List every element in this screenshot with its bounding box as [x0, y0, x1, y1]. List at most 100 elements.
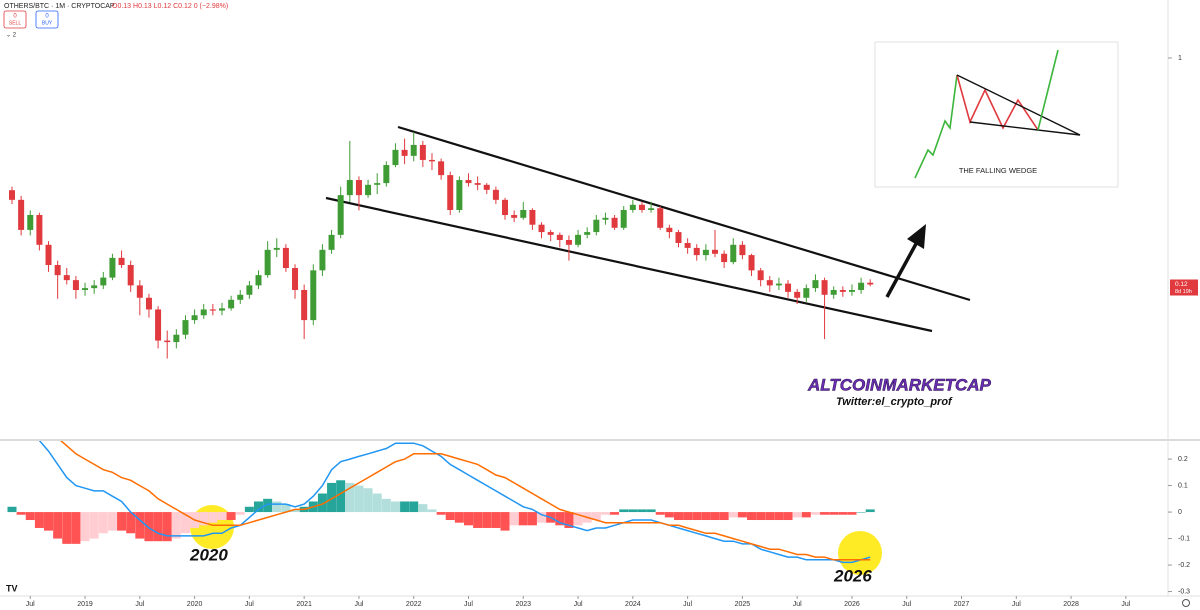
- histogram-bar: [527, 512, 537, 526]
- histogram-bar: [126, 512, 136, 534]
- sell-button[interactable]: 0 SELL: [3, 10, 27, 29]
- histogram-bar: [683, 512, 693, 521]
- candle-body: [136, 285, 143, 298]
- candle-body: [155, 309, 162, 341]
- histogram-bar: [381, 498, 391, 513]
- candle-body: [145, 297, 152, 310]
- x-tick-label: Jul: [245, 601, 254, 608]
- histogram-bar: [7, 506, 17, 513]
- histogram-bar: [482, 512, 492, 528]
- candle-body: [483, 184, 490, 190]
- candle-body: [693, 247, 700, 256]
- sell-label[interactable]: SELL: [9, 20, 21, 26]
- histogram-bar: [436, 512, 446, 515]
- candle-body: [301, 289, 308, 321]
- x-tick-label: 2019: [77, 601, 93, 608]
- buy-count[interactable]: 0: [45, 14, 49, 20]
- candle-body: [538, 224, 545, 233]
- histogram-bar: [281, 504, 291, 513]
- histogram-bar: [783, 512, 793, 521]
- histogram-bar: [80, 512, 90, 542]
- sell-count[interactable]: 0: [13, 14, 17, 20]
- brand-annotation: ALTCOINMARKETCAP: [807, 375, 992, 394]
- histogram-bar: [162, 512, 172, 542]
- highlight-circle: [838, 531, 882, 575]
- histogram-bar: [856, 512, 866, 513]
- buy-label[interactable]: BUY: [42, 20, 53, 26]
- x-tick-label: Jul: [354, 601, 363, 608]
- histogram-bar: [62, 512, 72, 544]
- y-tick-label: -0.3: [1178, 588, 1190, 595]
- candle-body: [456, 180, 463, 210]
- candle-body: [237, 294, 244, 300]
- x-tick-label: 2027: [954, 601, 970, 608]
- histogram-bar: [573, 512, 583, 526]
- candle-body: [593, 219, 600, 233]
- candle-body: [82, 288, 89, 290]
- candle-body: [565, 239, 572, 245]
- y-tick-label: 0.2: [1178, 456, 1188, 463]
- candle-body: [100, 277, 107, 286]
- buy-button-box[interactable]: [35, 10, 59, 29]
- candle-body: [228, 299, 235, 309]
- candle-body: [182, 320, 189, 335]
- candle-body: [520, 209, 527, 218]
- candle-body: [273, 247, 280, 250]
- histogram-bar: [107, 512, 117, 531]
- macd-annotation: 2020: [189, 545, 228, 564]
- candle-body: [858, 282, 865, 290]
- candle-body: [410, 144, 417, 156]
- x-tick-label: Jul: [574, 601, 583, 608]
- histogram-bar: [317, 493, 327, 513]
- histogram-bar: [765, 512, 775, 521]
- candle-body: [794, 291, 801, 298]
- histogram-bar: [363, 488, 373, 513]
- candle-body: [118, 257, 125, 266]
- candle-body: [27, 214, 34, 230]
- histogram-bar: [135, 512, 145, 539]
- candle-body: [830, 289, 837, 295]
- histogram-bar: [427, 509, 437, 513]
- falling-wedge-inset: THE FALLING WEDGE: [874, 41, 1119, 188]
- histogram-bar: [71, 512, 81, 544]
- tv-logo: TV: [6, 583, 18, 593]
- histogram-bar: [619, 509, 629, 513]
- x-tick-label: 2028: [1063, 601, 1079, 608]
- histogram-bar: [728, 512, 738, 518]
- candle-body: [401, 149, 408, 156]
- sell-button-box[interactable]: [3, 10, 27, 29]
- histogram-bar: [199, 512, 209, 526]
- histogram-bar: [263, 498, 273, 513]
- histogram-bar: [719, 512, 729, 521]
- histogram-bar: [491, 512, 501, 528]
- histogram-bar: [801, 512, 811, 518]
- histogram-bar: [409, 501, 419, 513]
- candle-body: [657, 208, 664, 228]
- histogram-bar: [400, 501, 410, 513]
- candle-body: [584, 232, 591, 235]
- candle-body: [200, 309, 207, 316]
- histogram-bar: [756, 512, 766, 521]
- candle-body: [54, 265, 61, 276]
- buy-button[interactable]: 0 BUY: [35, 10, 59, 29]
- candle-body: [346, 180, 353, 196]
- settings-icon[interactable]: [1182, 599, 1190, 607]
- candle-body: [18, 199, 25, 230]
- candle-body: [319, 249, 326, 271]
- inset-lower-line: [969, 121, 1081, 136]
- candle-body: [355, 180, 362, 196]
- histogram-bar: [810, 512, 820, 515]
- histogram-bar: [847, 512, 857, 515]
- candle-body: [684, 242, 691, 248]
- indicator-toggle[interactable]: ⌄ 2: [6, 33, 17, 39]
- histogram-bar: [637, 509, 647, 513]
- candle-body: [191, 315, 198, 321]
- histogram-bar: [226, 512, 236, 521]
- macd-pane: [7, 441, 875, 564]
- candle-body: [474, 183, 481, 185]
- candle-body: [438, 161, 445, 176]
- histogram-bar: [829, 512, 839, 515]
- candle-body: [63, 275, 70, 281]
- candle-body: [9, 190, 15, 200]
